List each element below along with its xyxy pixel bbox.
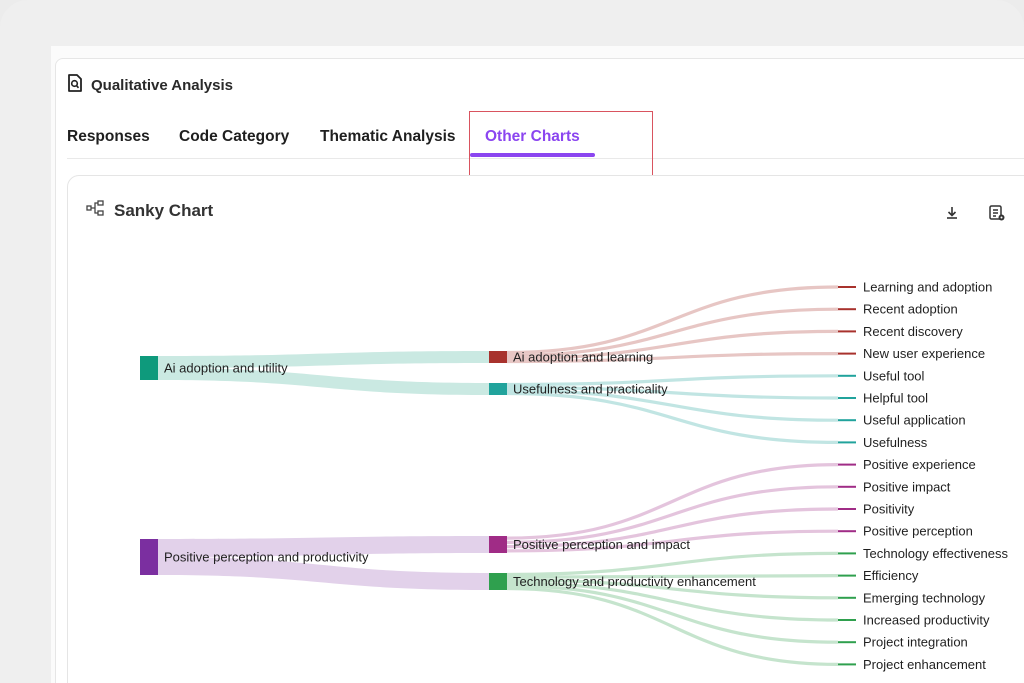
tab-code-category[interactable]: Code Category [179,128,290,145]
tab-thematic-analysis[interactable]: Thematic Analysis [320,128,456,145]
tab-bar: Responses Code Category Thematic Analysi… [67,124,1024,159]
chart-card [67,175,1024,683]
report-settings-icon [989,205,1005,221]
document-search-icon [67,74,83,97]
tab-other-charts[interactable]: Other Charts [485,128,580,145]
chart-header: Sanky Chart [86,200,213,221]
chart-title: Sanky Chart [114,200,214,220]
active-tab-indicator [470,153,595,157]
sankey-icon [86,200,106,221]
tab-highlight-box [469,111,653,177]
report-settings-button[interactable] [987,203,1007,223]
download-button[interactable] [942,203,962,223]
tab-responses[interactable]: Responses [67,128,150,145]
page-title: Qualitative Analysis [91,77,234,94]
download-icon [947,207,957,219]
page-header: Qualitative Analysis [67,74,233,97]
